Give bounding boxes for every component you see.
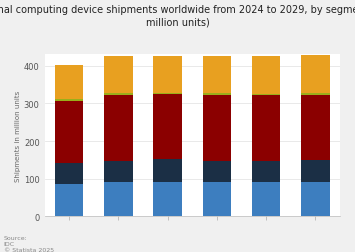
Bar (252, 56, 280, 94)
Bar (203, 95, 231, 161)
Bar (153, 93, 182, 95)
Bar (153, 95, 182, 160)
Bar (252, 94, 280, 96)
Text: Source:
IDC
© Statista 2025: Source: IDC © Statista 2025 (4, 235, 54, 252)
Bar (252, 161, 280, 183)
Bar (203, 183, 231, 216)
Bar (55, 163, 83, 184)
Bar (203, 56, 231, 94)
Bar (55, 100, 83, 101)
Bar (301, 182, 330, 216)
Bar (104, 161, 133, 183)
Bar (55, 66, 83, 100)
Bar (301, 95, 330, 161)
Bar (153, 160, 182, 182)
Bar (104, 95, 133, 161)
Bar (104, 94, 133, 95)
Bar (252, 183, 280, 216)
Bar (104, 56, 133, 94)
Bar (301, 161, 330, 182)
Bar (203, 94, 231, 95)
Bar (153, 57, 182, 93)
Bar (153, 182, 182, 216)
Bar (301, 56, 330, 94)
Bar (104, 183, 133, 216)
Y-axis label: Shipments in million units: Shipments in million units (15, 90, 21, 181)
Bar (55, 101, 83, 163)
Bar (55, 184, 83, 216)
Text: Personal computing device shipments worldwide from 2024 to 2029, by segment (in
: Personal computing device shipments worl… (0, 5, 355, 27)
Bar (252, 96, 280, 161)
Bar (203, 161, 231, 183)
Bar (301, 94, 330, 95)
